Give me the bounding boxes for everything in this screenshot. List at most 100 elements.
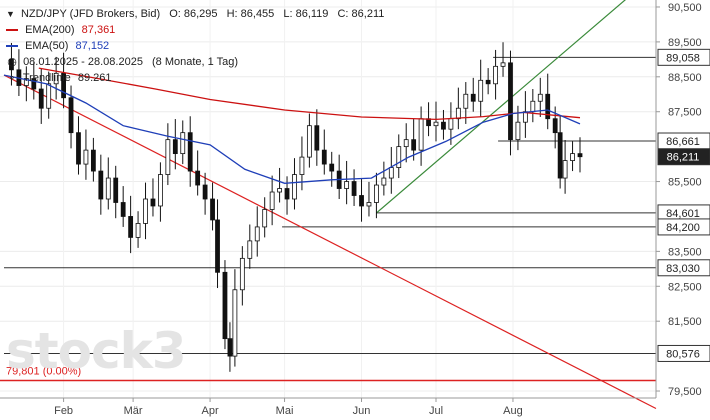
ema-lines [3, 67, 581, 184]
ema200-line [38, 67, 581, 121]
candle-body [530, 100, 536, 113]
candle-body [537, 93, 543, 102]
candle-body [381, 177, 387, 186]
legend-period-detail: (8 Monate, 1 Tag) [152, 56, 239, 68]
y-tick-label: 81,500 [668, 316, 702, 328]
chart-legend: ▼ NZD/JPY (JFD Brokers, Bid) O: 86,295 H… [6, 6, 384, 86]
legend-trendline-row[interactable]: ∘ Trendlinie 89.261 [6, 70, 384, 86]
x-tick-label: Apr [202, 405, 219, 417]
candle-body [470, 93, 476, 102]
candle-body [262, 209, 268, 228]
level-box [657, 218, 710, 236]
legend-ema200-row[interactable]: EMA(200) 87,361 [6, 22, 384, 38]
legend-ema50-row[interactable]: EMA(50) 87,152 [6, 38, 384, 54]
candles [9, 42, 583, 372]
candle-body [570, 153, 575, 161]
x-axis: Feb Mär Apr Mai Jun Jul Aug [0, 397, 656, 417]
level-box [657, 259, 710, 277]
candle-body [180, 132, 186, 155]
candle-body [53, 72, 59, 85]
candle-body [552, 118, 558, 134]
x-tick-label: Mär [124, 405, 143, 417]
x-tick-label: Aug [503, 405, 523, 417]
candle-body [143, 198, 148, 224]
price-level-boxes: 89,058 86,661 86,211 84,601 84,200 83,030 80,5… [657, 48, 710, 362]
candle-body [232, 289, 238, 357]
candle-body [515, 121, 521, 141]
candle-body [83, 149, 89, 165]
candle-body [202, 184, 208, 200]
candle-body [403, 139, 409, 148]
y-tick-label: 83,500 [668, 246, 702, 258]
legend-period-row: ◷ 08.01.2025 - 28.08.2025 (8 Monate, 1 T… [6, 54, 384, 70]
legend-symbol-row: ▼ NZD/JPY (JFD Brokers, Bid) O: 86,295 H… [6, 6, 384, 22]
ema200-swatch-icon [6, 29, 18, 32]
candle-body [61, 72, 66, 99]
candle-body [172, 139, 178, 155]
y-tick-label: 79,500 [668, 386, 702, 398]
candle-body [292, 174, 297, 200]
candle-body [418, 118, 424, 151]
candle-body [113, 177, 119, 203]
candle-body [222, 271, 228, 340]
candle-body [150, 198, 156, 207]
x-tick-label: Jun [353, 405, 371, 417]
candle-body [23, 78, 29, 86]
legend-open: O: 86,295 [169, 8, 218, 20]
current-price-label: 86,211 [667, 152, 700, 164]
candle-body [215, 219, 220, 273]
candle-body [105, 177, 111, 200]
candle-body [351, 181, 357, 196]
candle-body [98, 170, 104, 200]
trendline-indicator-icon: ∘ [8, 72, 16, 84]
candle-body [577, 153, 583, 158]
level-label: 83,030 [666, 263, 700, 275]
candle-body [135, 223, 141, 238]
candle-body [485, 79, 491, 85]
y-tick-label: 82,500 [668, 281, 702, 293]
candle-body [478, 79, 484, 102]
candle-body [455, 107, 461, 120]
candle-body [254, 226, 260, 242]
candle-body [68, 97, 74, 134]
candle-body [411, 139, 417, 151]
candle-body [306, 125, 312, 158]
y-tick-label: 89,500 [668, 37, 702, 49]
y-tick-label: 85,500 [668, 177, 702, 189]
legend-ema200: EMA(200) [25, 24, 75, 36]
candle-body [128, 216, 134, 238]
trendlines [3, 0, 657, 410]
candle-body [493, 65, 498, 85]
candle-body [329, 163, 335, 172]
candle-body [227, 338, 233, 357]
candle-body [247, 240, 253, 259]
candle-body [366, 202, 372, 207]
legend-symbol: NZD/JPY (JFD Brokers, Bid) [20, 8, 161, 20]
candle-body [388, 167, 394, 179]
ema50-line [3, 74, 581, 184]
legend-trendline-value: 89.261 [77, 72, 112, 84]
candle-body [545, 93, 551, 120]
x-tick-label: Mai [276, 405, 294, 417]
candle-body [76, 132, 81, 165]
trendline-up [376, 0, 626, 214]
candle-body [165, 139, 171, 175]
candle-body [557, 132, 563, 179]
candle-body [463, 93, 469, 109]
level-label: 86,661 [666, 136, 700, 148]
legend-ema50: EMA(50) [25, 40, 69, 52]
candle-body [508, 62, 513, 141]
legend-high: H: 86,455 [226, 8, 275, 20]
candle-body [359, 195, 364, 207]
candle-body [344, 181, 350, 189]
candle-body [433, 121, 439, 127]
y-tick-label: 90,500 [668, 2, 702, 14]
candle-body [269, 191, 275, 210]
candle-body [187, 132, 193, 172]
legend-trendline: Trendlinie [22, 72, 71, 84]
candle-body [299, 156, 305, 175]
current-price-box [657, 148, 710, 166]
candle-body [562, 160, 568, 179]
level-label: 80,576 [666, 348, 700, 360]
candle-body [46, 83, 52, 109]
